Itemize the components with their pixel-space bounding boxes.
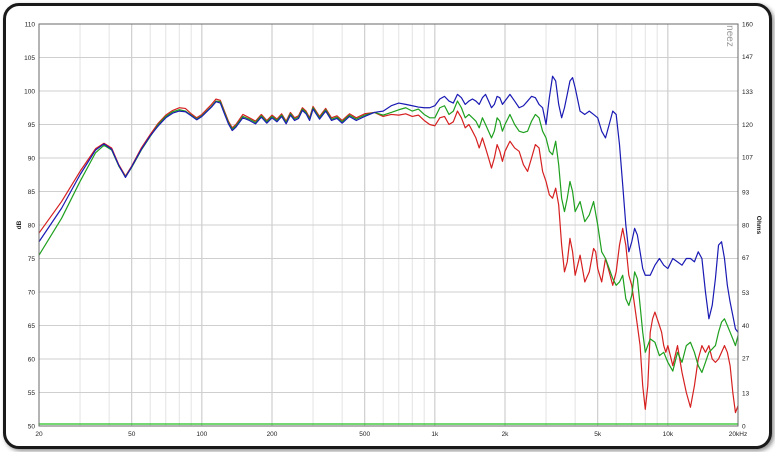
y2-tick-label: 147 (742, 54, 753, 61)
y-tick-label: 65 (28, 323, 36, 330)
y2-tick-label: 40 (742, 323, 750, 330)
x-tick-label: 100 (196, 431, 207, 438)
x-tick-label: 200 (267, 431, 278, 438)
y2-axis-label: Ohms (755, 216, 762, 235)
y2-tick-label: 27 (742, 355, 750, 362)
y-tick-label: 70 (28, 289, 36, 296)
y-tick-label: 50 (28, 423, 36, 430)
x-axis-ticks: 20 50 100 200 500 1k 2k 5k 10k 20kHz (35, 431, 747, 438)
y-tick-label: 100 (24, 88, 35, 95)
x-tick-label: 1k (431, 431, 439, 438)
x-tick-label: 20kHz (729, 431, 747, 438)
y2-tick-label: 93 (742, 190, 750, 197)
x-tick-label: 5k (594, 431, 602, 438)
series-line-3 (38, 75, 739, 333)
y-tick-label: 95 (28, 122, 36, 129)
series-line-1 (38, 98, 739, 414)
series-layer (38, 75, 739, 425)
y-tick-label: 60 (28, 356, 36, 363)
y-axis-label: dB (16, 220, 23, 229)
y-tick-label: 110 (25, 21, 36, 28)
x-tick-label: 20 (35, 431, 43, 438)
y-tick-label: 85 (28, 189, 36, 196)
y2-tick-label: 80 (742, 222, 750, 229)
y2-tick-label: 53 (742, 290, 750, 297)
y2-tick-label: 13 (742, 391, 750, 398)
plot-border (38, 23, 739, 427)
y2-tick-label: 120 (742, 122, 753, 129)
y2-tick-label: 107 (742, 154, 753, 161)
y-tick-label: 55 (28, 390, 36, 397)
y-axis-ticks: 110 105 100 95 90 85 80 75 70 65 60 55 50 (24, 21, 35, 430)
x-tick-label: 50 (128, 431, 136, 438)
y2-tick-label: 133 (742, 89, 753, 96)
series-line-2 (38, 100, 739, 373)
y2-axis-ticks: 160 147 133 120 107 93 80 67 53 40 27 13 0 (742, 21, 753, 430)
watermark: neez (724, 25, 735, 47)
y2-tick-label: 67 (742, 255, 750, 262)
y2-tick-label: 0 (742, 423, 746, 430)
y-tick-label: 75 (28, 256, 36, 263)
y2-tick-label: 160 (742, 21, 753, 28)
y-tick-label: 80 (28, 222, 36, 229)
x-tick-label: 500 (359, 431, 370, 438)
grid (39, 24, 738, 426)
y-tick-label: 105 (24, 55, 35, 62)
y-tick-label: 90 (28, 155, 36, 162)
x-tick-label: 10k (663, 431, 674, 438)
x-tick-label: 2k (502, 431, 510, 438)
